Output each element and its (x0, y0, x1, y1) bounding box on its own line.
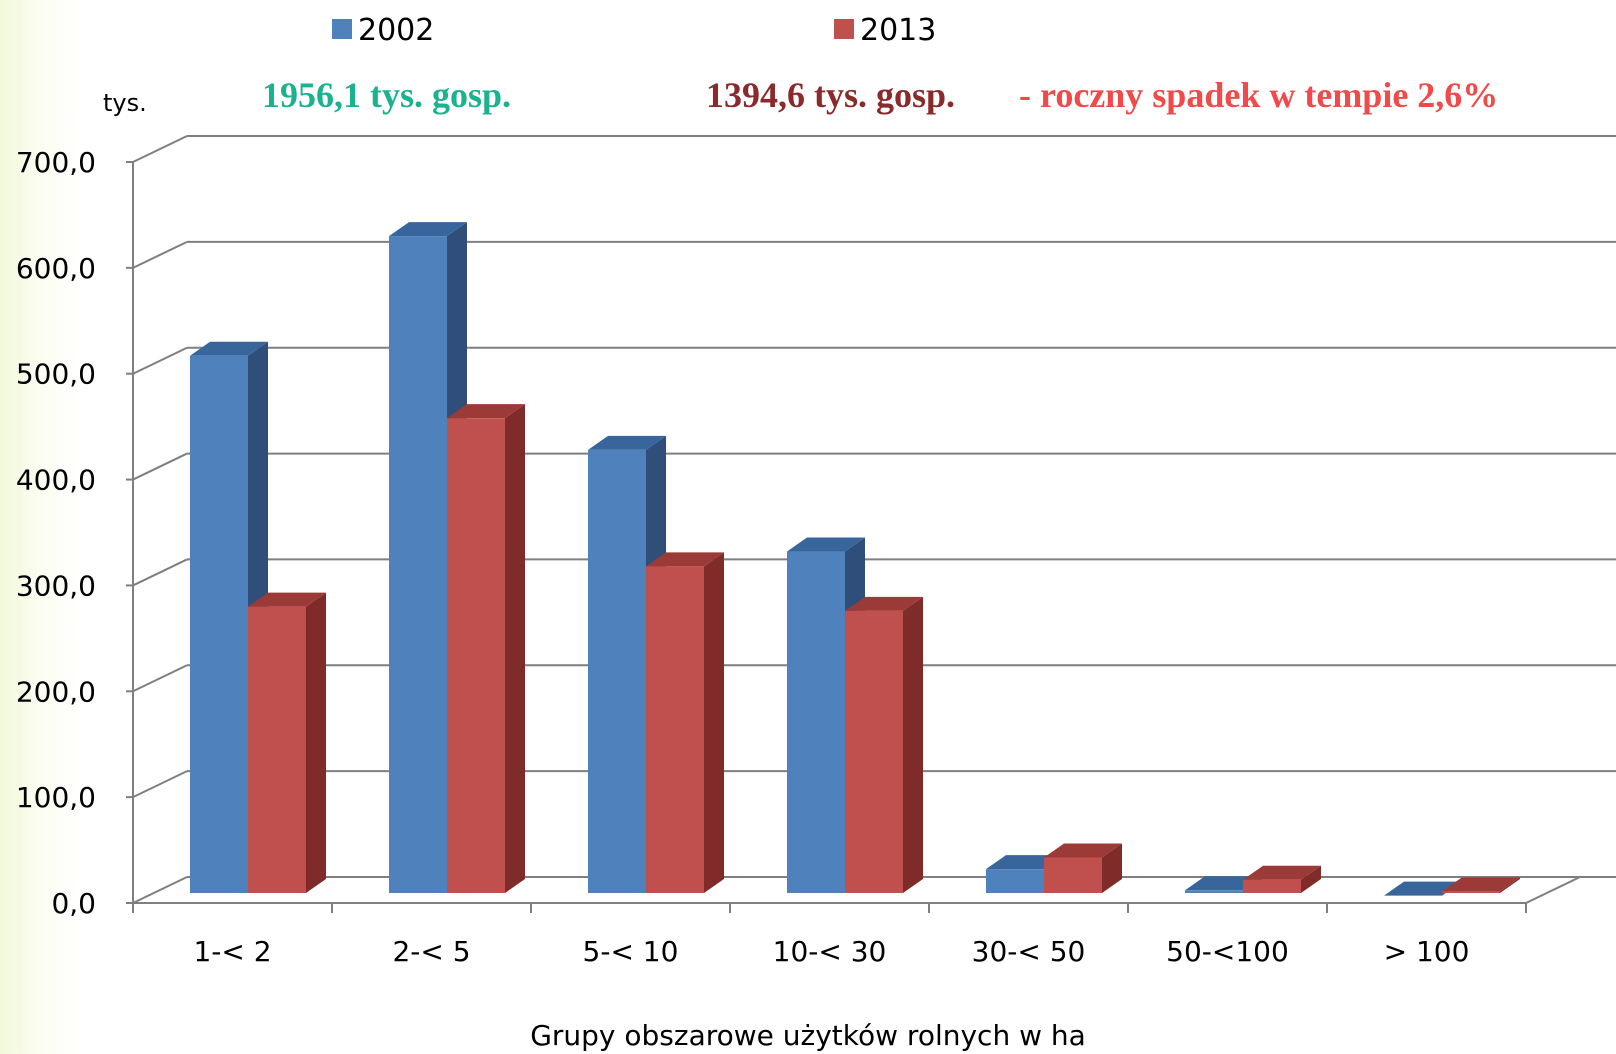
bar-front (447, 418, 505, 893)
y-tick-label: 0,0 (51, 887, 96, 920)
x-tick-label: 50-<100 (1166, 935, 1289, 968)
bar-front (1044, 857, 1102, 893)
annotation-total-2002: 1956,1 tys. gosp. (262, 75, 511, 115)
gridline-diagonal (132, 558, 188, 587)
bar-side (1102, 843, 1122, 893)
bar-side (704, 552, 724, 893)
bar-2013-50-<100 (1243, 865, 1321, 893)
bar-side (505, 404, 525, 893)
legend-swatch-2002 (332, 19, 352, 39)
legend-label-2013: 2013 (860, 13, 936, 48)
bar-top (1442, 877, 1520, 892)
bar-2013-5-< 10 (646, 552, 724, 893)
bar-front (190, 355, 248, 893)
bar-front (986, 869, 1044, 893)
bar-top (845, 596, 923, 611)
y-tick-label: 600,0 (16, 252, 96, 285)
legend-swatch-2013 (834, 19, 854, 39)
axes (126, 161, 1581, 913)
y-tick-labels: 0,0 100,0 200,0 300,0 400,0 500,0 600,0 700,0 (16, 146, 96, 920)
gridline-diagonal (132, 664, 188, 693)
y-tick-label: 300,0 (16, 569, 96, 602)
legend-label-2002: 2002 (358, 13, 434, 48)
bar-front (1243, 879, 1301, 893)
bar-2013-30-< 50 (1044, 843, 1122, 893)
bar-top (1243, 865, 1321, 880)
bar-top (190, 341, 268, 356)
bar-top (646, 552, 724, 567)
x-tick-labels: 1-< 2 2-< 5 5-< 10 10-< 30 30-< 50 50-<100 > 1… (193, 935, 1469, 968)
unit-label: tys. (103, 89, 147, 117)
annotation-decline: - roczny spadek w tempie 2,6% (1019, 75, 1498, 115)
bar-top (389, 222, 467, 237)
gridline-diagonal (132, 240, 188, 269)
bar-2013-1-< 2 (248, 592, 326, 893)
gridline-diagonal (132, 346, 188, 375)
bar-front (588, 449, 646, 893)
bar-front (845, 610, 903, 893)
x-tick-label: 5-< 10 (583, 935, 679, 968)
bar-top (787, 537, 865, 552)
y-tick-label: 400,0 (16, 464, 96, 497)
gridline-diagonal (132, 770, 188, 799)
x-axis-title: Grupy obszarowe użytków rolnych w ha (530, 1019, 1086, 1052)
gridline-diagonal (132, 452, 188, 481)
bar-2013-10-< 30 (845, 596, 923, 893)
legend: 2002 2013 (332, 13, 936, 48)
x-tick-label: 2-< 5 (392, 935, 470, 968)
bar-2013-2-< 5 (447, 404, 525, 893)
bars (190, 222, 1520, 896)
x-tick-label: 1-< 2 (193, 935, 271, 968)
bar-side (306, 592, 326, 893)
bar-side (1500, 877, 1520, 893)
bar-top (588, 435, 666, 450)
bar-front (787, 551, 845, 893)
x-tick-label: 10-< 30 (773, 935, 887, 968)
y-tick-label: 700,0 (16, 146, 96, 179)
gridline-diagonal (132, 876, 188, 904)
bar-front (1185, 890, 1243, 893)
bar-top (447, 404, 525, 419)
annotation-total-2013: 1394,6 tys. gosp. (706, 75, 955, 115)
bar-top (1044, 843, 1122, 858)
y-tick-label: 200,0 (16, 675, 96, 708)
x-tick-label: 30-< 50 (972, 935, 1086, 968)
bar-side (903, 596, 923, 893)
bar-side (1301, 865, 1321, 893)
y-tick-label: 500,0 (16, 358, 96, 391)
bar-2013-> 100 (1442, 877, 1520, 893)
bar-front (646, 566, 704, 893)
bar-front (1442, 891, 1500, 893)
x-tick-label: > 100 (1384, 935, 1470, 968)
floor-edge (1525, 876, 1581, 904)
bar-top (248, 592, 326, 607)
bar-front (389, 236, 447, 894)
bar-front (248, 606, 306, 893)
y-tick-label: 100,0 (16, 781, 96, 814)
gridline-diagonal (132, 135, 188, 163)
